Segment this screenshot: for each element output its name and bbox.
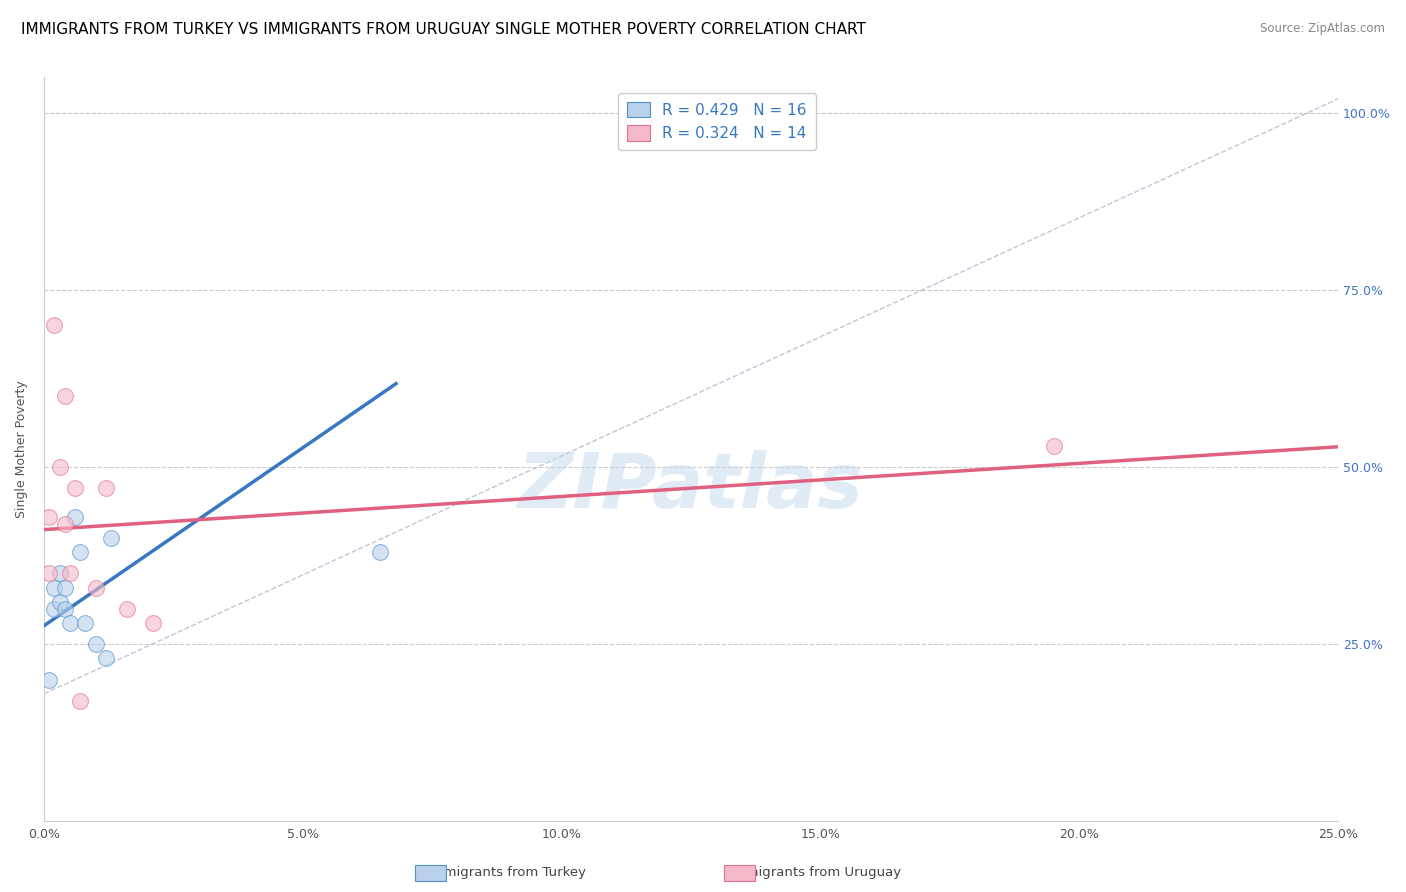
Point (69, 694, 91, 708)
Point (38, 566, 60, 581)
Point (53, 581, 76, 595)
Point (38, 509, 60, 524)
Point (59, 615, 82, 630)
Point (84, 637, 107, 651)
Point (44, 318, 66, 333)
Text: Immigrants from Uruguay: Immigrants from Uruguay (730, 866, 901, 879)
Point (370, 545, 392, 559)
Point (654, 106, 676, 120)
Point (1042, 439, 1064, 453)
Point (69, 545, 91, 559)
Text: Source: ZipAtlas.com: Source: ZipAtlas.com (1260, 22, 1385, 36)
Point (94, 651, 117, 665)
Point (63, 509, 86, 524)
Legend: R = 0.429   N = 16, R = 0.324   N = 14: R = 0.429 N = 16, R = 0.324 N = 14 (619, 93, 815, 151)
Point (94, 482, 117, 496)
Point (48, 460, 70, 475)
Point (53, 389, 76, 403)
Text: Immigrants from Turkey: Immigrants from Turkey (426, 866, 586, 879)
Y-axis label: Single Mother Poverty: Single Mother Poverty (15, 381, 28, 518)
Point (44, 581, 66, 595)
Point (100, 531, 122, 545)
Point (48, 595, 70, 609)
Point (38, 673, 60, 687)
Point (53, 602, 76, 616)
Text: IMMIGRANTS FROM TURKEY VS IMMIGRANTS FROM URUGUAY SINGLE MOTHER POVERTY CORRELAT: IMMIGRANTS FROM TURKEY VS IMMIGRANTS FRO… (21, 22, 866, 37)
Point (84, 581, 107, 595)
Point (53, 516, 76, 531)
Point (63, 482, 86, 496)
Point (115, 602, 138, 616)
Point (75, 615, 97, 630)
Point (48, 566, 70, 581)
Point (59, 566, 82, 581)
Point (142, 615, 165, 630)
Point (44, 602, 66, 616)
Text: ZIPatlas: ZIPatlas (519, 450, 865, 524)
